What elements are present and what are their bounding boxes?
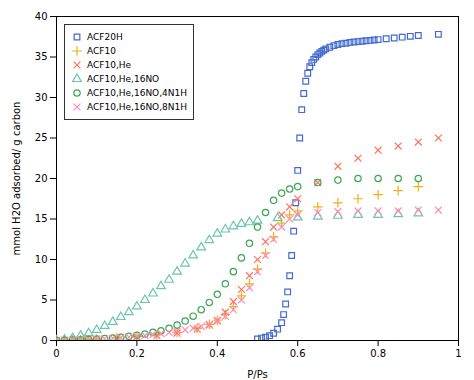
svg-text:10: 10 — [35, 254, 48, 265]
svg-text:mmol H2O adsorbed/ g carbon: mmol H2O adsorbed/ g carbon — [11, 102, 22, 256]
svg-text:0.4: 0.4 — [209, 348, 225, 359]
svg-text:0.6: 0.6 — [290, 348, 306, 359]
svg-text:0.8: 0.8 — [370, 348, 386, 359]
svg-text:25: 25 — [35, 132, 48, 143]
html-text:ACF10: ACF10 — [87, 45, 116, 56]
svg-text:20: 20 — [35, 173, 48, 184]
html-text:ACF10,He,16NO: ACF10,He,16NO — [87, 73, 160, 84]
html-text:ACF10,He: ACF10,He — [87, 59, 132, 70]
html-text:ACF10,He,16NO,4N1H: ACF10,He,16NO,4N1H — [87, 87, 187, 98]
svg-text:35: 35 — [35, 51, 48, 62]
svg-text:40: 40 — [35, 11, 48, 22]
svg-text:P/Ps: P/Ps — [247, 369, 267, 380]
html-text:ACF10,He,16NO,8N1H: ACF10,He,16NO,8N1H — [87, 101, 187, 112]
svg-text:0.2: 0.2 — [129, 348, 145, 359]
svg-text:15: 15 — [35, 213, 48, 224]
html-text:ACF20H: ACF20H — [87, 31, 123, 42]
svg-text:0: 0 — [53, 348, 59, 359]
svg-text:0: 0 — [41, 335, 47, 346]
svg-text:5: 5 — [41, 294, 47, 305]
svg-text:1: 1 — [455, 348, 461, 359]
svg-text:30: 30 — [35, 92, 48, 103]
